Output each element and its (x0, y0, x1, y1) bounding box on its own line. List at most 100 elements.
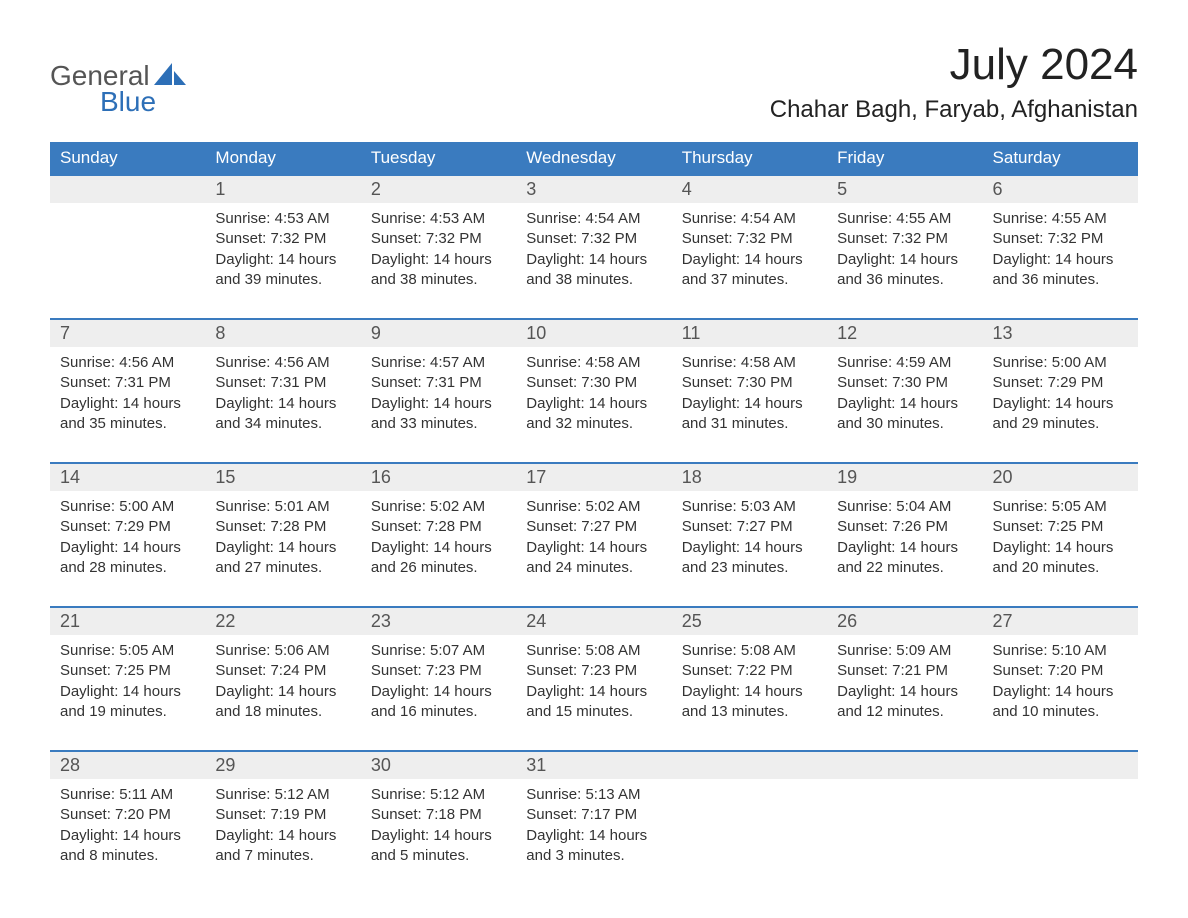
day-number-row: 24 (516, 608, 671, 635)
day-number-row: 8 (205, 320, 360, 347)
day-number-row: 29 (205, 752, 360, 779)
day-number: 20 (983, 464, 1138, 491)
day-line-dl2: and 34 minutes. (215, 414, 350, 434)
day-line-sunrise: Sunrise: 4:57 AM (371, 353, 506, 373)
day-number-row: 10 (516, 320, 671, 347)
day-line-dl2: and 12 minutes. (837, 702, 972, 722)
day-number-row: 2 (361, 176, 516, 203)
day-line-dl2: and 35 minutes. (60, 414, 195, 434)
day-line-dl1: Daylight: 14 hours (526, 250, 661, 270)
day-number: 8 (205, 320, 360, 347)
week-row: 21Sunrise: 5:05 AMSunset: 7:25 PMDayligh… (50, 607, 1138, 751)
location-text: Chahar Bagh, Faryab, Afghanistan (770, 96, 1138, 124)
day-line-dl2: and 39 minutes. (215, 270, 350, 290)
day-line-sunrise: Sunrise: 5:11 AM (60, 785, 195, 805)
day-number-row: 20 (983, 464, 1138, 491)
day-line-dl2: and 3 minutes. (526, 846, 661, 866)
header: General Blue July 2024 Chahar Bagh, Fary… (50, 40, 1138, 124)
day-line-dl2: and 33 minutes. (371, 414, 506, 434)
day-content: Sunrise: 4:53 AMSunset: 7:32 PMDaylight:… (205, 203, 360, 318)
day-line-sunset: Sunset: 7:31 PM (215, 373, 350, 393)
day-line-sunrise: Sunrise: 4:56 AM (60, 353, 195, 373)
day-content: Sunrise: 5:00 AMSunset: 7:29 PMDaylight:… (983, 347, 1138, 462)
day-line-dl2: and 38 minutes. (526, 270, 661, 290)
day-line-sunrise: Sunrise: 5:12 AM (371, 785, 506, 805)
day-number-empty (827, 752, 982, 779)
day-number-row: 13 (983, 320, 1138, 347)
day-cell: 6Sunrise: 4:55 AMSunset: 7:32 PMDaylight… (983, 175, 1138, 319)
day-cell: 12Sunrise: 4:59 AMSunset: 7:30 PMDayligh… (827, 319, 982, 463)
day-cell: 29Sunrise: 5:12 AMSunset: 7:19 PMDayligh… (205, 751, 360, 894)
day-line-dl1: Daylight: 14 hours (993, 250, 1128, 270)
day-line-sunrise: Sunrise: 5:01 AM (215, 497, 350, 517)
day-line-sunset: Sunset: 7:27 PM (526, 517, 661, 537)
week-row: 7Sunrise: 4:56 AMSunset: 7:31 PMDaylight… (50, 319, 1138, 463)
day-line-sunset: Sunset: 7:32 PM (371, 229, 506, 249)
day-number-empty (50, 176, 205, 203)
day-line-dl2: and 19 minutes. (60, 702, 195, 722)
day-number: 26 (827, 608, 982, 635)
day-line-dl1: Daylight: 14 hours (60, 826, 195, 846)
day-line-dl2: and 24 minutes. (526, 558, 661, 578)
day-content-empty (983, 779, 1138, 833)
day-line-sunset: Sunset: 7:30 PM (682, 373, 817, 393)
logo: General Blue (50, 60, 186, 118)
day-line-sunset: Sunset: 7:18 PM (371, 805, 506, 825)
day-cell: 4Sunrise: 4:54 AMSunset: 7:32 PMDaylight… (672, 175, 827, 319)
day-line-sunset: Sunset: 7:22 PM (682, 661, 817, 681)
day-line-dl1: Daylight: 14 hours (215, 826, 350, 846)
day-number: 3 (516, 176, 671, 203)
day-line-dl1: Daylight: 14 hours (526, 826, 661, 846)
day-line-sunrise: Sunrise: 5:03 AM (682, 497, 817, 517)
day-number: 17 (516, 464, 671, 491)
day-content: Sunrise: 4:56 AMSunset: 7:31 PMDaylight:… (205, 347, 360, 462)
day-line-sunrise: Sunrise: 5:04 AM (837, 497, 972, 517)
day-content: Sunrise: 5:01 AMSunset: 7:28 PMDaylight:… (205, 491, 360, 606)
day-content: Sunrise: 5:11 AMSunset: 7:20 PMDaylight:… (50, 779, 205, 894)
day-line-sunrise: Sunrise: 4:59 AM (837, 353, 972, 373)
day-line-sunrise: Sunrise: 5:09 AM (837, 641, 972, 661)
day-line-dl1: Daylight: 14 hours (60, 538, 195, 558)
day-cell: 16Sunrise: 5:02 AMSunset: 7:28 PMDayligh… (361, 463, 516, 607)
day-content: Sunrise: 5:03 AMSunset: 7:27 PMDaylight:… (672, 491, 827, 606)
day-line-dl2: and 36 minutes. (837, 270, 972, 290)
day-number-row: 17 (516, 464, 671, 491)
day-line-sunset: Sunset: 7:32 PM (682, 229, 817, 249)
day-line-sunset: Sunset: 7:26 PM (837, 517, 972, 537)
day-number: 14 (50, 464, 205, 491)
day-line-dl2: and 32 minutes. (526, 414, 661, 434)
day-content: Sunrise: 5:08 AMSunset: 7:23 PMDaylight:… (516, 635, 671, 750)
day-number: 30 (361, 752, 516, 779)
day-cell: 3Sunrise: 4:54 AMSunset: 7:32 PMDaylight… (516, 175, 671, 319)
day-number-row: 23 (361, 608, 516, 635)
day-content: Sunrise: 5:05 AMSunset: 7:25 PMDaylight:… (983, 491, 1138, 606)
day-line-dl1: Daylight: 14 hours (682, 538, 817, 558)
day-cell: 19Sunrise: 5:04 AMSunset: 7:26 PMDayligh… (827, 463, 982, 607)
day-line-sunset: Sunset: 7:19 PM (215, 805, 350, 825)
day-content: Sunrise: 5:12 AMSunset: 7:18 PMDaylight:… (361, 779, 516, 894)
day-number-row: 26 (827, 608, 982, 635)
day-line-sunset: Sunset: 7:25 PM (993, 517, 1128, 537)
day-line-dl1: Daylight: 14 hours (993, 394, 1128, 414)
day-cell: 2Sunrise: 4:53 AMSunset: 7:32 PMDaylight… (361, 175, 516, 319)
day-number-row: 11 (672, 320, 827, 347)
day-cell: 18Sunrise: 5:03 AMSunset: 7:27 PMDayligh… (672, 463, 827, 607)
day-content: Sunrise: 5:10 AMSunset: 7:20 PMDaylight:… (983, 635, 1138, 750)
day-line-sunset: Sunset: 7:23 PM (526, 661, 661, 681)
day-line-dl2: and 8 minutes. (60, 846, 195, 866)
day-cell: 25Sunrise: 5:08 AMSunset: 7:22 PMDayligh… (672, 607, 827, 751)
day-number-row-empty (672, 752, 827, 779)
day-line-sunrise: Sunrise: 4:58 AM (526, 353, 661, 373)
day-content: Sunrise: 5:09 AMSunset: 7:21 PMDaylight:… (827, 635, 982, 750)
day-cell: 15Sunrise: 5:01 AMSunset: 7:28 PMDayligh… (205, 463, 360, 607)
day-number: 7 (50, 320, 205, 347)
day-number-row: 3 (516, 176, 671, 203)
day-number-row: 21 (50, 608, 205, 635)
day-line-sunset: Sunset: 7:32 PM (215, 229, 350, 249)
day-line-sunset: Sunset: 7:17 PM (526, 805, 661, 825)
day-number-row: 15 (205, 464, 360, 491)
day-number-row: 6 (983, 176, 1138, 203)
day-line-sunrise: Sunrise: 4:54 AM (682, 209, 817, 229)
day-line-dl1: Daylight: 14 hours (215, 538, 350, 558)
day-cell: 8Sunrise: 4:56 AMSunset: 7:31 PMDaylight… (205, 319, 360, 463)
